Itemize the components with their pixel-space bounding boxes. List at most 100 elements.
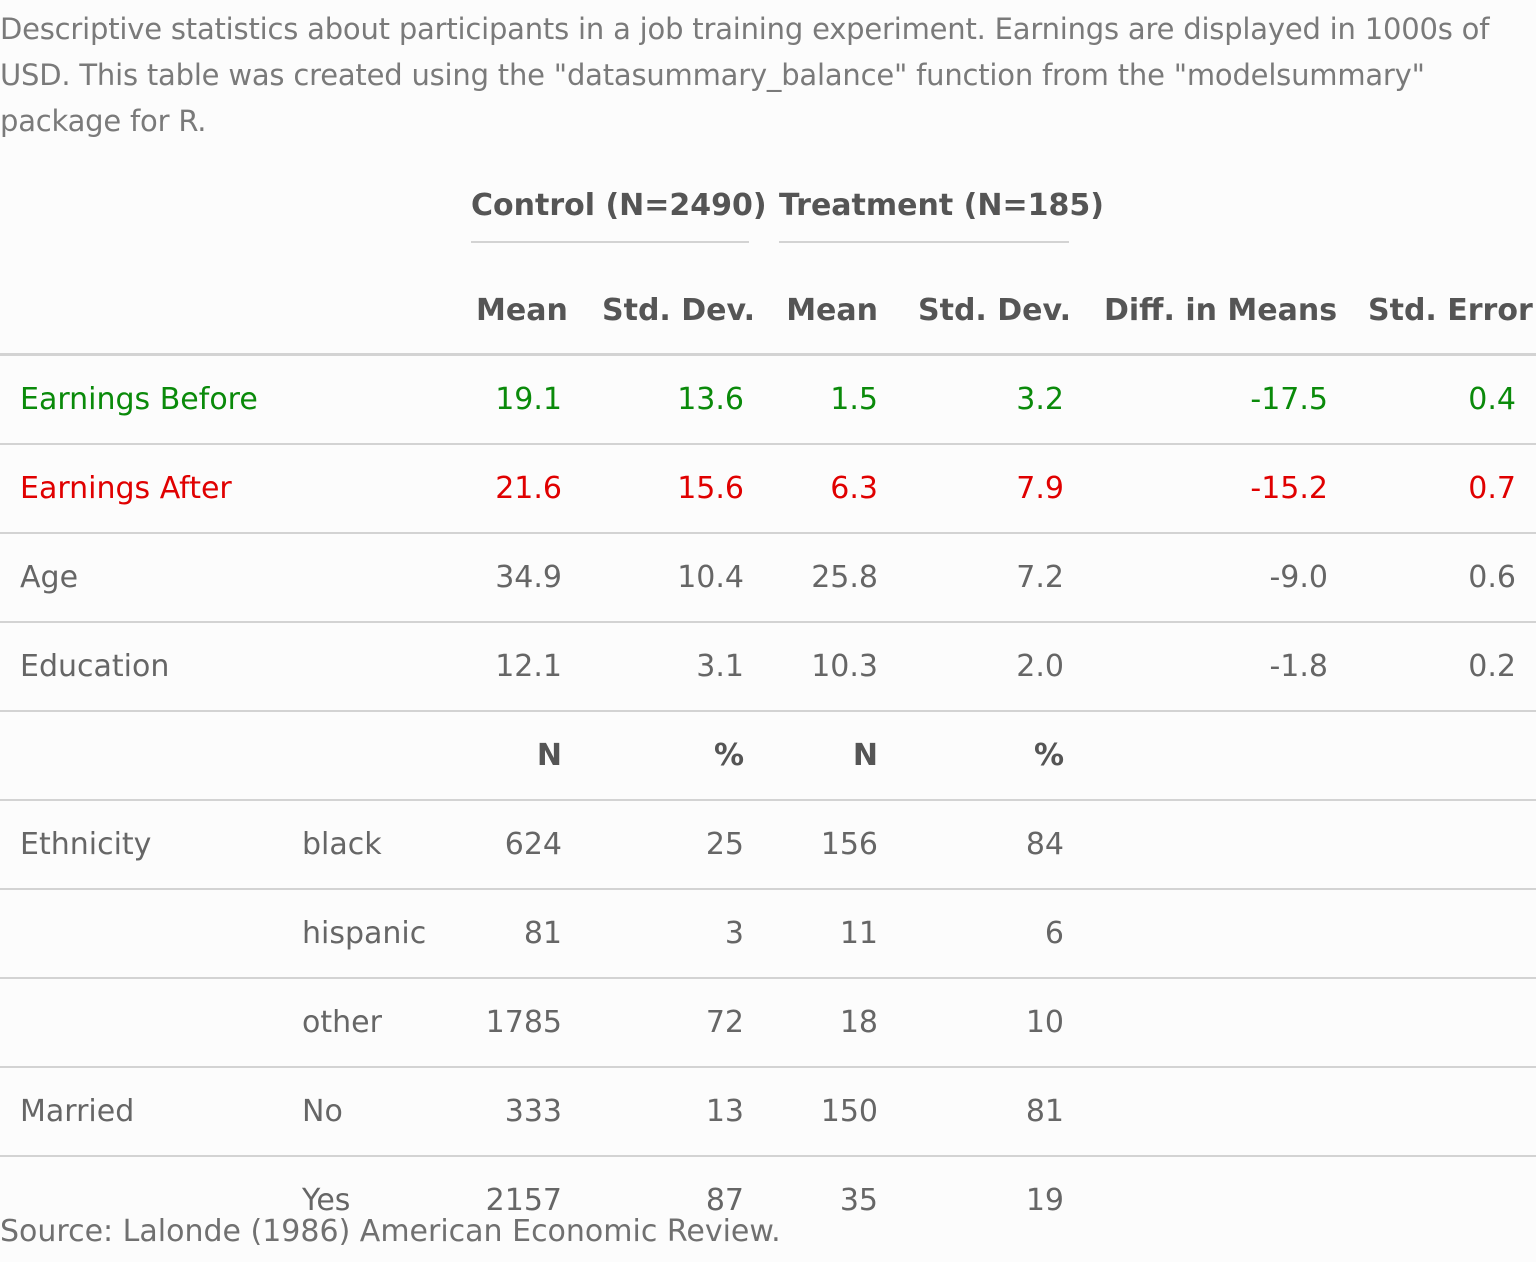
row-sublabel (282, 354, 456, 445)
row-label: Earnings After (0, 444, 282, 534)
col-control-sd: Std. Dev. (582, 267, 764, 356)
cell: 15.6 (582, 444, 764, 534)
table-row: Married No 333 13 150 81 (0, 1067, 1536, 1157)
cell (1348, 711, 1536, 801)
cell: 0.6 (1348, 533, 1536, 623)
cell: 0.7 (1348, 444, 1536, 534)
cell (1348, 1067, 1536, 1157)
cell: 81 (898, 1067, 1084, 1157)
cell: 21.6 (456, 444, 582, 534)
cell: 7.2 (898, 533, 1084, 623)
cell (1348, 800, 1536, 890)
blank-header (0, 166, 282, 267)
cell (1348, 1156, 1536, 1244)
cell: 1.5 (764, 354, 898, 445)
row-label: Ethnicity (0, 800, 282, 890)
cell: 10 (898, 978, 1084, 1068)
col-diff-in-means: Diff. in Means (1084, 267, 1348, 356)
table-row: Earnings After 21.6 15.6 6.3 7.9 -15.2 0… (0, 444, 1536, 534)
cell: N (764, 711, 898, 801)
row-label (0, 978, 282, 1068)
cell: 19.1 (456, 354, 582, 445)
row-sublabel: Yes (302, 1183, 351, 1218)
cell: % (898, 711, 1084, 801)
cell: 333 (456, 1067, 582, 1157)
cell: 34.9 (456, 533, 582, 623)
cell: 3.2 (898, 354, 1084, 445)
cell: % (582, 711, 764, 801)
row-sublabel (282, 622, 456, 712)
cell: 18 (764, 978, 898, 1068)
cell: 0.4 (1348, 354, 1536, 445)
cell (1084, 1156, 1348, 1244)
cell: 19 (1025, 1183, 1064, 1218)
blank-header (0, 267, 282, 356)
table-row: Age 34.9 10.4 25.8 7.2 -9.0 0.6 (0, 533, 1536, 623)
row-sublabel: black (282, 800, 456, 890)
cell: 25 (582, 800, 764, 890)
row-sublabel (282, 711, 456, 801)
cell: -15.2 (1084, 444, 1348, 534)
categorical-subheader-row: N % N % (0, 711, 1536, 801)
cell (1084, 978, 1348, 1068)
cell: 72 (582, 978, 764, 1068)
cell (1084, 1067, 1348, 1157)
row-sublabel: other (282, 978, 456, 1068)
treatment-group-header: Treatment (N=185) (764, 166, 1104, 267)
cell (1084, 889, 1348, 979)
cell: -1.8 (1084, 622, 1348, 712)
control-group-header: Control (N=2490) (456, 166, 767, 267)
col-control-mean: Mean (456, 267, 582, 356)
blank-header (1348, 166, 1536, 267)
row-label: Age (0, 533, 282, 623)
row-label (0, 711, 282, 801)
cell (1084, 800, 1348, 890)
table-source-note: Source: Lalonde (1986) American Economic… (0, 1214, 781, 1249)
cell: 0.2 (1348, 622, 1536, 712)
cell (1084, 711, 1348, 801)
cell: 25.8 (764, 533, 898, 623)
table-row: Education 12.1 3.1 10.3 2.0 -1.8 0.2 (0, 622, 1536, 712)
cell: 11 (764, 889, 898, 979)
balance-table: Control (N=2490) Treatment (N=185) Mean … (0, 166, 1536, 1244)
group-header-row: Control (N=2490) Treatment (N=185) (0, 166, 1536, 267)
row-sublabel (282, 444, 456, 534)
blank-header (1084, 166, 1348, 267)
row-sublabel: hispanic (282, 889, 456, 979)
row-label: Married (0, 1067, 282, 1157)
cell: 2.0 (898, 622, 1084, 712)
table-row: hispanic 81 3 11 6 (0, 889, 1536, 979)
cell: 84 (898, 800, 1084, 890)
cell: 13.6 (582, 354, 764, 445)
cell: 156 (764, 800, 898, 890)
blank-header (282, 166, 456, 267)
col-std-error: Std. Error (1348, 267, 1536, 356)
table-row: Ethnicity black 624 25 156 84 (0, 800, 1536, 890)
blank-header (282, 267, 456, 356)
table-row: Yes 2157 87 35 19 (0, 1156, 1536, 1244)
row-sublabel (282, 533, 456, 623)
table-caption: Descriptive statistics about participant… (0, 12, 1490, 138)
row-label (0, 889, 282, 979)
cell: 81 (456, 889, 582, 979)
cell: 35 (839, 1183, 878, 1218)
cell: 6.3 (764, 444, 898, 534)
cell: 7.9 (898, 444, 1084, 534)
cell: 3 (582, 889, 764, 979)
cell: 13 (582, 1067, 764, 1157)
table-row: Earnings Before 19.1 13.6 1.5 3.2 -17.5 … (0, 354, 1536, 445)
table-row: other 1785 72 18 10 (0, 978, 1536, 1068)
row-sublabel: No (282, 1067, 456, 1157)
cell: 1785 (456, 978, 582, 1068)
column-header-row: Mean Std. Dev. Mean Std. Dev. Diff. in M… (0, 267, 1536, 356)
row-label: Education (0, 622, 282, 712)
cell: -17.5 (1084, 354, 1348, 445)
cell (1348, 889, 1536, 979)
cell: 87 (705, 1183, 744, 1218)
cell: N (456, 711, 582, 801)
cell: 10.4 (582, 533, 764, 623)
row-label: Earnings Before (0, 354, 282, 445)
cell: 6 (898, 889, 1084, 979)
cell: 12.1 (456, 622, 582, 712)
col-treatment-sd: Std. Dev. (898, 267, 1084, 356)
